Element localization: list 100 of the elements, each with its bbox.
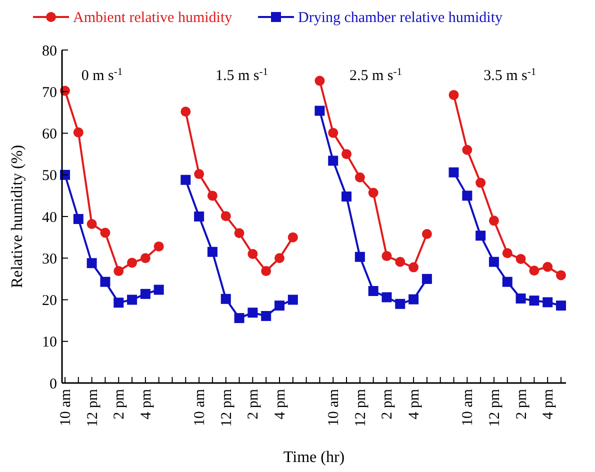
point [140,288,150,299]
point [127,258,138,268]
y-tick-label: 70 [42,84,57,101]
point [274,300,284,311]
annotation: 2.5 m s$^{-1}$ [350,66,402,84]
annotation: 3.5 m s$^{-1}$ [484,66,536,84]
point [502,276,512,287]
point [395,298,406,309]
point [556,270,566,280]
y-tick-label: 10 [42,334,57,351]
point [154,241,164,252]
point [220,294,231,304]
x-tick-label: 10 am [58,388,74,426]
point [448,167,459,178]
legend-label: Ambient relative humidity [73,10,233,26]
annotation: 1.5 m s$^{-1}$ [215,66,268,84]
point [100,276,110,287]
point [342,149,352,160]
point [382,292,392,302]
point [274,253,284,264]
y-tick-label: 30 [42,251,57,268]
point [529,296,540,306]
point [127,294,138,305]
x-tick-label: 10 am [460,388,476,426]
y-tick-label: 40 [42,210,57,226]
point [114,298,124,308]
point [73,127,84,138]
y-axis-title: Relative humidity (%) [9,144,26,288]
point [476,178,486,188]
point [140,253,150,264]
y-tick-label: 80 [42,43,57,60]
point [342,192,352,202]
point [542,262,553,272]
point [354,172,365,182]
y-tick-label: 0 [50,376,57,392]
point [314,76,325,86]
x-tick-label: 4 pm [272,388,288,420]
point [207,246,218,257]
point [114,266,124,276]
x-tick-label: 12 pm [486,388,503,427]
y-tick-label: 50 [42,168,57,184]
point [516,294,526,304]
point [194,212,204,222]
point [328,128,338,138]
point [288,294,298,305]
point [488,256,499,267]
x-tick-label: 10 am [192,388,208,426]
point [248,248,258,259]
point [180,106,191,117]
point [422,274,432,284]
annotation: 0 m s$^{-1}$ [81,66,123,84]
x-axis-title: Time (hr) [283,449,345,466]
point [395,256,406,267]
point [328,156,338,166]
y-tick-label: 60 [42,126,57,142]
x-tick-label: 2 pm [514,388,530,420]
point [542,297,553,308]
x-tick-label: 2 pm [246,388,262,420]
x-tick-label: 12 pm [352,388,369,427]
point [408,262,419,272]
y-tick-label: 20 [42,293,57,309]
point [194,169,204,180]
point [86,258,97,268]
point [462,190,472,201]
point [408,294,419,304]
point [288,232,298,242]
point [86,218,97,229]
x-tick-label: 2 pm [112,388,128,420]
point [476,230,486,241]
point [368,188,378,198]
point [314,106,325,116]
x-tick-label: 4 pm [138,388,154,420]
point [154,284,164,295]
point [382,251,392,262]
x-tick-label: 10 am [326,388,342,426]
point [368,286,378,296]
point [529,266,540,276]
point [220,211,231,222]
point [448,90,459,100]
point [234,313,244,324]
x-tick-label: 4 pm [406,388,423,420]
point [73,214,84,224]
point [354,252,365,262]
x-tick-label: 12 pm [84,388,101,427]
point [248,308,258,318]
point [234,228,244,238]
x-tick-label: 4 pm [540,388,557,420]
x-tick-label: 2 pm [380,388,396,420]
point [261,266,272,276]
point [207,190,218,201]
point [502,248,512,258]
point [180,174,191,185]
point [462,144,472,155]
point [488,216,499,226]
point [422,228,432,239]
point [516,254,526,264]
legend-label: Drying chamber relative humidity [298,10,504,26]
point [556,300,566,311]
x-tick-label: 12 pm [218,388,235,427]
point [261,310,272,321]
